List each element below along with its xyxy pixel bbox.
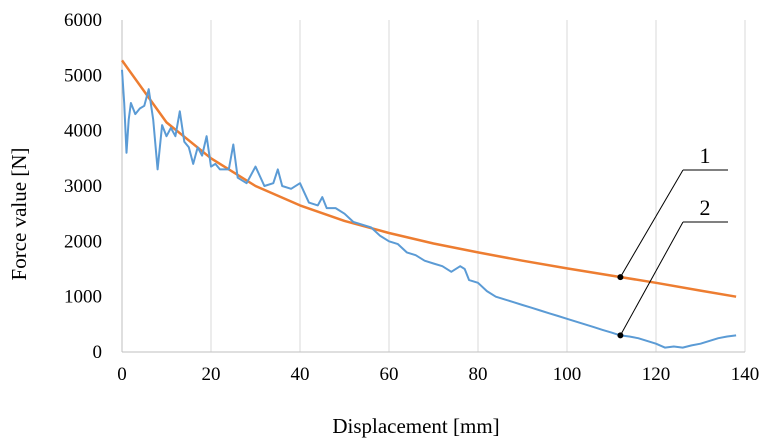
x-tick-label-140: 140 (731, 364, 760, 385)
x-tick-label-0: 0 (117, 364, 127, 385)
x-tick-label-60: 60 (380, 364, 399, 385)
x-tick-label-40: 40 (291, 364, 310, 385)
annotation-layer: 12 (617, 143, 728, 339)
x-tick-label-100: 100 (553, 364, 582, 385)
annotation-label-2: 2 (700, 195, 711, 220)
y-tick-label-4000: 4000 (64, 121, 102, 142)
series-line-1 (120, 59, 737, 298)
axes (121, 20, 745, 353)
series-line-2 (121, 69, 737, 349)
y-tick-label-0: 0 (93, 342, 103, 363)
grid-lines (210, 20, 746, 352)
x-tick-label-20: 20 (202, 364, 221, 385)
y-tick-label-3000: 3000 (64, 176, 102, 197)
annotation-leader-1 (619, 169, 684, 278)
y-tick-label-6000: 6000 (64, 10, 102, 31)
series-layer (120, 59, 737, 349)
x-axis-title: Displacement [mm] (332, 414, 499, 438)
y-tick-label-5000: 5000 (64, 65, 102, 86)
annotation-leader-2 (619, 221, 684, 336)
y-tick-label-1000: 1000 (64, 287, 102, 308)
y-axis-title: Force value [N] (7, 148, 31, 281)
annotation-label-1: 1 (700, 143, 711, 168)
tick-labels: 0 20 40 60 80 100 120 140 0 1000 2000 3000 4000 5000 6… (64, 10, 759, 385)
x-tick-label-120: 120 (642, 364, 671, 385)
x-tick-label-80: 80 (469, 364, 488, 385)
y-tick-label-2000: 2000 (64, 231, 102, 252)
